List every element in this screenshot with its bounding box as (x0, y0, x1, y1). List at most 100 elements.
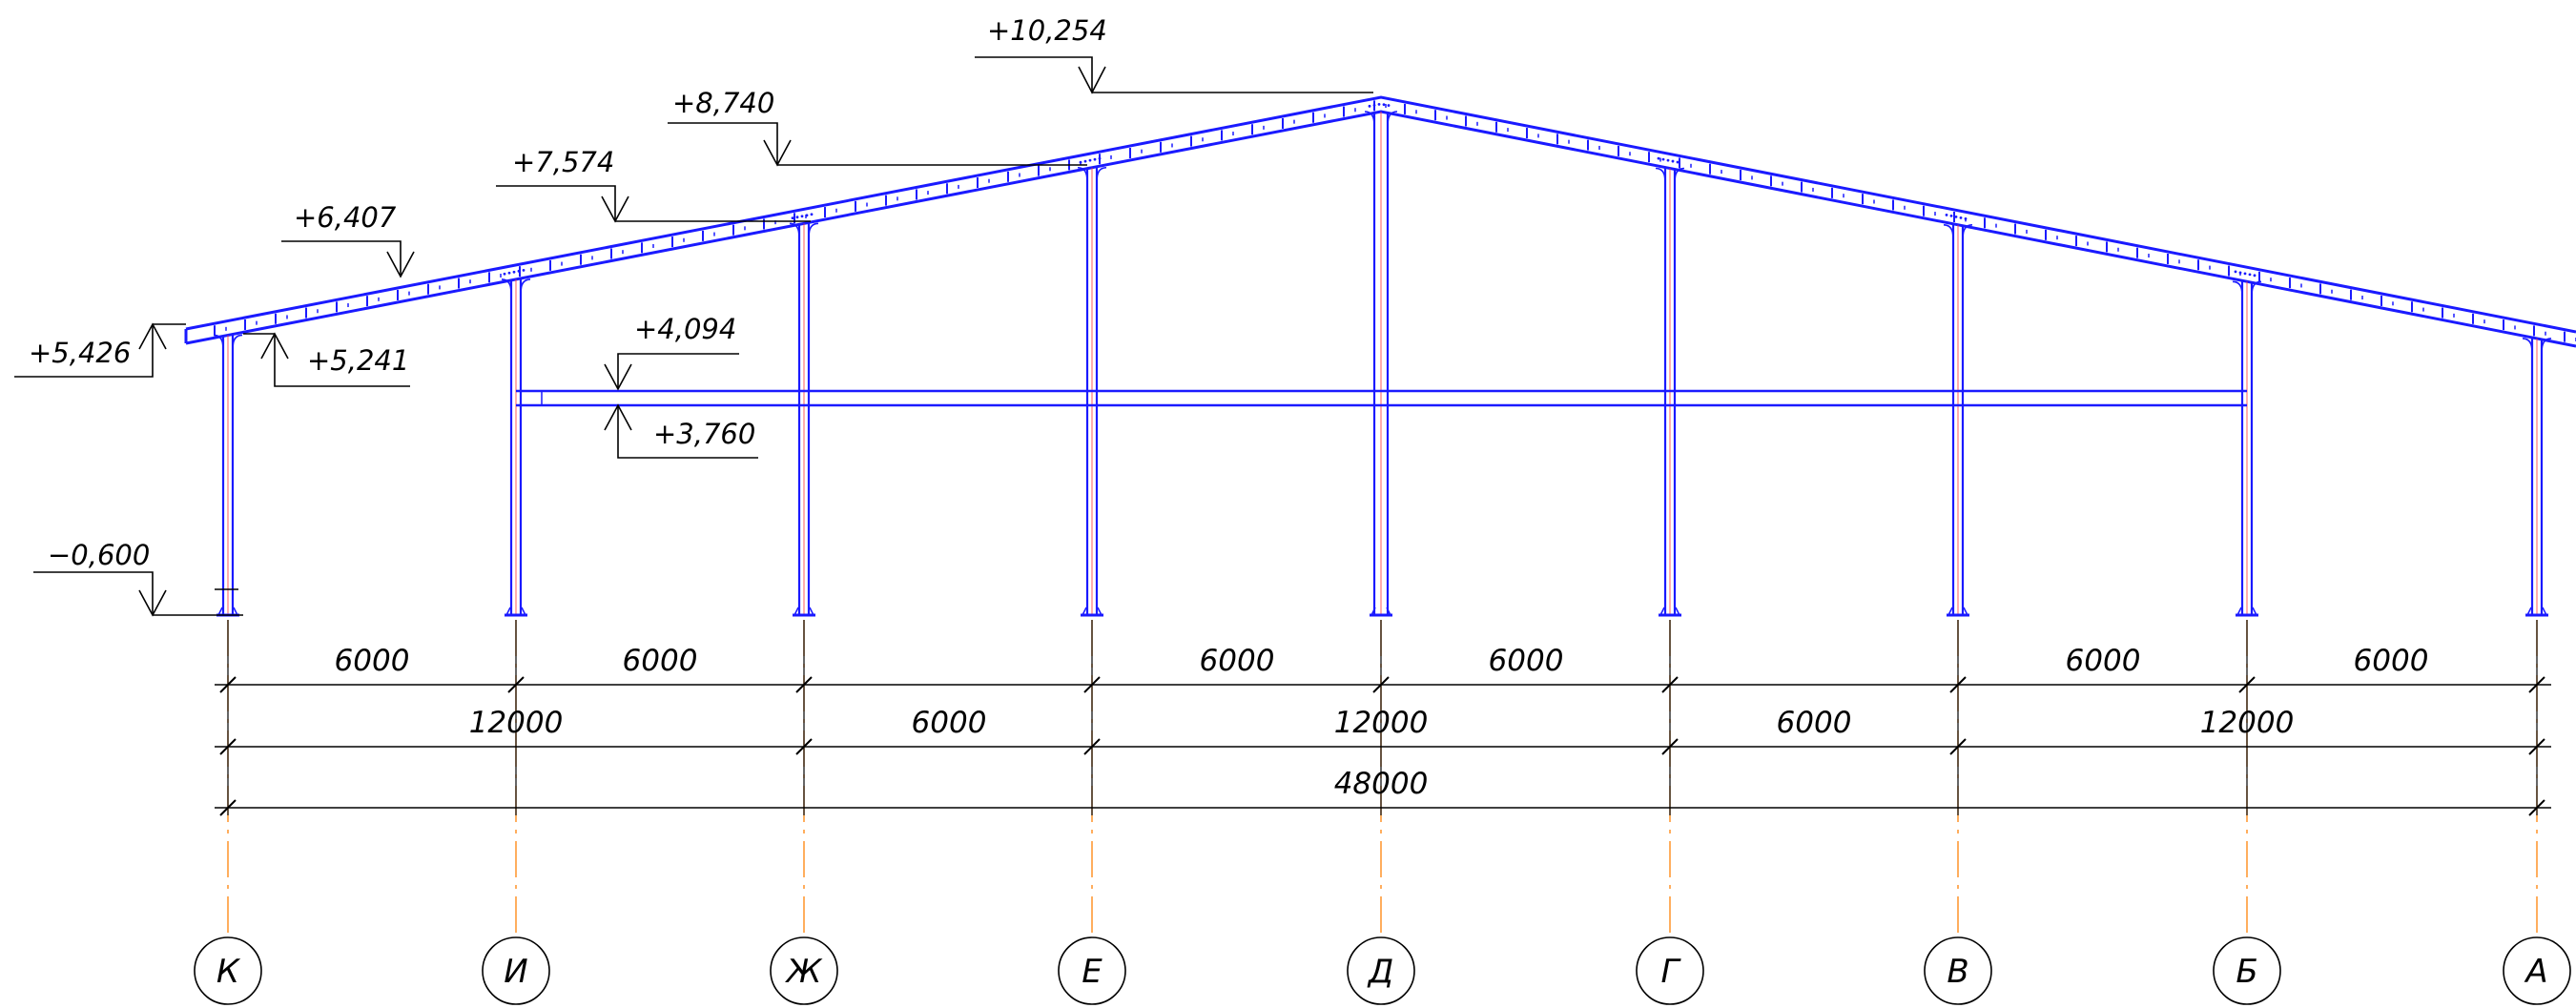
column-haunch (1364, 111, 1398, 126)
base-stiffener (793, 607, 814, 616)
axis-label: К (216, 953, 241, 991)
splice-bolt (800, 215, 804, 218)
dimension-chains: 6000 6000 6000 6000 6000 6000 12000 6000… (215, 620, 2551, 816)
splice-bolt (1964, 216, 1968, 220)
elevation-mark-8740: +8,740 (668, 87, 1087, 167)
splice-bolt (1657, 156, 1660, 160)
splice-bolt (805, 214, 809, 217)
splice-bolt (1387, 104, 1391, 107)
column-haunch (1943, 223, 1973, 238)
base-stiffener (505, 607, 526, 616)
dimension-row1-item: 6000 (623, 644, 698, 678)
elevation-mark-5426: +5,426 (14, 322, 186, 378)
splice-bolt (1088, 158, 1092, 162)
base-stiffener (2236, 607, 2257, 616)
dimension-row1-item: 6000 (2066, 644, 2141, 678)
dimension-row2-item: 6000 (1777, 706, 1852, 740)
base-stiffener (1370, 607, 1391, 616)
axis-label: И (504, 953, 527, 991)
splice-bolt (2248, 273, 2252, 277)
elevation-label-3760: +3,760 (653, 418, 755, 450)
elevation-label-base: −0,600 (48, 539, 150, 571)
base-stiffener (217, 607, 238, 616)
splice-bolt (795, 216, 799, 219)
splice-bolt (1945, 214, 1948, 216)
elevation-mark-7574: +7,574 (496, 146, 811, 223)
base-stiffener (1947, 607, 1968, 616)
splice-bolt (2238, 271, 2242, 275)
elevation-mark-ridge: +10,254 (975, 14, 1373, 94)
splice-bolt (1959, 216, 1963, 219)
elevation-mark-base: −0,600 (33, 539, 243, 617)
splice-bolt (1372, 103, 1376, 107)
splice-bolt (1079, 160, 1082, 164)
dimension-row1-item: 6000 (335, 644, 410, 678)
column-haunch (2232, 280, 2262, 296)
axis-marker: Е (1058, 936, 1126, 1005)
splice-bolt (810, 213, 814, 216)
splice-bolt (522, 268, 526, 272)
splice-bolt (2253, 274, 2257, 278)
rafter-top-chord (185, 95, 2576, 334)
splice-bolt (1093, 157, 1097, 161)
splice-bolt (1954, 215, 1958, 218)
splice-bolt (1382, 103, 1386, 106)
axis-marker: А (2503, 936, 2571, 1005)
axis-marker: К (194, 936, 262, 1005)
elevation-label-5241: +5,241 (307, 344, 409, 377)
axis-label: В (1947, 953, 1968, 991)
splice-bolt (507, 271, 511, 275)
splice-bolt (791, 216, 794, 220)
dimension-row2-item: 6000 (912, 706, 987, 740)
axis-marker: В (1924, 936, 1992, 1005)
axis-markers: К И Ж Е Д Г В Б А (194, 936, 2571, 1005)
splice-bolt (1949, 215, 1953, 217)
axis-marker: Д (1347, 936, 1415, 1005)
axis-label: А (2524, 953, 2547, 991)
column-haunch (501, 278, 531, 293)
axis-label: Б (2236, 953, 2257, 991)
elevation-label-8740: +8,740 (672, 87, 774, 119)
splice-bolt (1377, 102, 1381, 106)
axis-marker: Б (2213, 936, 2281, 1005)
elevation-mark-5241: +5,241 (243, 332, 410, 387)
splice-bolt (503, 272, 506, 276)
base-stiffener (1659, 607, 1680, 616)
splice-bolt (2243, 272, 2247, 276)
splice-bolt (1676, 160, 1680, 164)
splice-bolt (1098, 156, 1102, 160)
axis-marker: Г (1636, 936, 1704, 1005)
base-stiffener (1082, 607, 1103, 616)
splice-bolt (2234, 270, 2237, 274)
steel-frame (184, 95, 2576, 617)
axis-label: Д (1367, 953, 1394, 991)
splice-bolt (1671, 159, 1675, 163)
column-haunch (213, 334, 243, 349)
elevation-mark-3760: +3,760 (604, 403, 758, 459)
column-haunch (2522, 338, 2552, 352)
elevation-label-5426: +5,426 (29, 337, 131, 369)
elevation-mark-6407: +6,407 (281, 201, 415, 278)
splice-bolt (1368, 104, 1371, 108)
elevation-label-4094: +4,094 (634, 313, 736, 345)
column-haunch (789, 222, 819, 237)
splice-bolt (1661, 157, 1665, 161)
splice-bolt (1083, 159, 1087, 163)
dimension-row1-item: 6000 (1200, 644, 1275, 678)
dimension-row1-item: 6000 (2354, 644, 2429, 678)
axis-marker: Ж (770, 936, 838, 1005)
dimension-row1-item: 6000 (1489, 644, 1564, 678)
column-haunch (1655, 167, 1685, 182)
column-haunch (1077, 166, 1107, 181)
splice-bolt (1666, 158, 1670, 162)
elevation-label-ridge: +10,254 (987, 14, 1107, 47)
elevation-label-6407: +6,407 (294, 201, 397, 234)
axis-label: Ж (785, 953, 823, 991)
splice-bolt (517, 269, 521, 273)
splice-bolt (512, 270, 516, 274)
axis-label: Г (1661, 953, 1682, 991)
base-stiffener (2526, 607, 2547, 616)
elevation-label-7574: +7,574 (512, 146, 614, 178)
axis-label: Е (1082, 953, 1103, 991)
